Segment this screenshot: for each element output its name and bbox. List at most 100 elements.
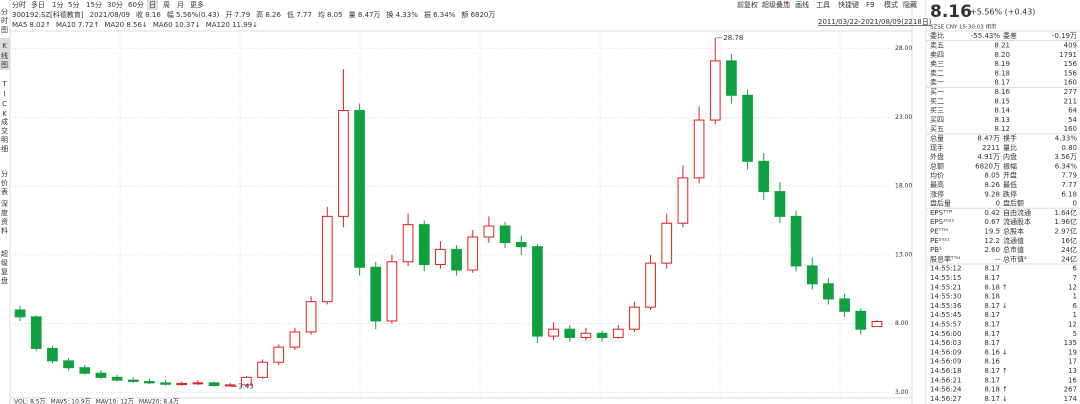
tick-volume: 6 <box>1073 302 1078 310</box>
info-item: 开 7.79 <box>225 11 250 19</box>
stat-value: 1.96亿 <box>1054 217 1077 226</box>
stat-value: 24亿 <box>1061 254 1077 263</box>
toolbar-tool[interactable]: 模式 <box>884 0 898 9</box>
side-tab[interactable]: K线图 <box>1 42 9 70</box>
book-volume: 64 <box>1068 107 1077 115</box>
toolbar-tab[interactable]: 多日 <box>31 0 45 9</box>
stat-value: 12.2 <box>984 237 1000 245</box>
candle-body <box>321 215 333 303</box>
tick-volume: 5 <box>1073 330 1077 338</box>
stat-label: 均价 <box>930 171 944 180</box>
stat-value: 7.77 <box>1061 181 1077 189</box>
side-tab[interactable]: 分时图 <box>1 7 9 35</box>
tick-volume: 6 <box>1073 265 1078 273</box>
candle-body <box>661 222 673 264</box>
tick-time: 14:55:12 <box>930 265 961 273</box>
y-tick-label: 23.00 <box>895 114 912 121</box>
toolbar-tab[interactable]: 日 <box>149 1 156 9</box>
tick-time: 14:56:24 <box>930 386 962 394</box>
tick-volume: 17 <box>1068 358 1077 366</box>
date-range: 2011/03/22-2021/08/09(2218日) <box>818 18 932 26</box>
candle-body <box>386 261 398 322</box>
book-label: 卖四 <box>930 51 944 59</box>
candle-body <box>192 382 204 385</box>
tick-price: 8.18 <box>984 293 1000 301</box>
stat-label: 开盘 <box>1003 171 1017 180</box>
stat-label: 最低 <box>1003 180 1017 189</box>
notify-dot <box>785 1 789 4</box>
toolbar-tool[interactable]: 画线 <box>795 0 809 9</box>
side-tab[interactable]: 超级复盘 <box>1 249 9 286</box>
info-item: 量 8.47万 <box>349 11 381 19</box>
stat-value: 24亿 <box>1061 245 1077 254</box>
candle-body <box>774 191 786 217</box>
book-volume: 54 <box>1068 116 1077 124</box>
toolbar-tab[interactable]: 分时 <box>12 0 26 9</box>
tick-price: 8.17 <box>984 302 1000 310</box>
tick-price: 8.17 <box>984 376 1000 384</box>
tick-price: 8.18 <box>984 386 1000 394</box>
toolbar-tool[interactable]: 快捷键 <box>838 0 859 9</box>
toolbar-tab[interactable]: 60分 <box>128 0 144 9</box>
book-price: 8.19 <box>994 60 1010 68</box>
book-label: 卖二 <box>930 69 944 77</box>
toolbar-tab[interactable]: 更多 <box>190 0 204 9</box>
toolbar-tool[interactable]: 前复权 <box>737 0 758 9</box>
y-tick-label: 8.00 <box>895 320 909 327</box>
tick-time: 14:56:03 <box>930 339 961 347</box>
stat-label: 外盘 <box>930 152 944 161</box>
candle-body <box>499 225 511 244</box>
toolbar-tab[interactable]: 1分 <box>52 0 63 9</box>
stat-label: 振幅 <box>1003 161 1017 170</box>
toolbar-tool[interactable]: 隐藏 <box>903 0 917 9</box>
book-volume: 277 <box>1064 88 1077 96</box>
book-volume: 160 <box>1064 79 1077 87</box>
stat-value: 3.56万 <box>1054 153 1077 161</box>
tick-volume: 7 <box>1073 274 1077 282</box>
toolbar-tab[interactable]: 5分 <box>68 0 79 9</box>
toolbar-tool[interactable]: 超级叠加 <box>762 0 790 9</box>
quote-price: 8.16 <box>930 2 972 22</box>
book-price: 8.13 <box>994 116 1010 124</box>
stat-label: 总股本 <box>1003 227 1024 236</box>
book-volume: 160 <box>1064 125 1077 133</box>
book-price: 8.14 <box>994 107 1010 115</box>
candle-body <box>257 361 268 378</box>
side-tab-active-bg <box>0 38 10 70</box>
toolbar-tab[interactable]: 15分 <box>86 0 102 9</box>
book-label: 买四 <box>930 116 944 124</box>
stat-value: -- <box>995 255 1001 263</box>
toolbar-tab[interactable]: 月 <box>177 1 184 9</box>
stat-label: EPSᵀᵀᴹ <box>930 209 952 217</box>
tick-time: 14:55:30 <box>930 293 961 301</box>
tick-time: 14:55:45 <box>930 311 961 319</box>
side-tab[interactable]: 深度资料 <box>1 199 9 236</box>
volume-item: MAV5: 10.9万 <box>51 399 91 404</box>
candle-body <box>224 384 236 387</box>
toolbar-tab[interactable]: 30分 <box>107 0 123 9</box>
candle-body <box>742 94 753 162</box>
tick-arrow: ↑ <box>1002 386 1008 394</box>
tick-price: 8.16 <box>984 348 1000 356</box>
stat-label: PEᵀᵀᴹ <box>930 228 948 236</box>
candle-body <box>338 109 349 217</box>
stat-value: 0.80 <box>1061 144 1077 152</box>
toolbar-tool[interactable]: 工具 <box>816 1 830 9</box>
side-tab[interactable]: TICK <box>1 80 9 120</box>
toolbar-tool[interactable]: F9 <box>866 1 874 9</box>
y-tick-label: 13.00 <box>895 251 912 258</box>
volume-item: MAV10: 12万 <box>96 399 134 404</box>
side-tab[interactable]: 分价表 <box>1 169 9 197</box>
tick-volume: 267 <box>1064 386 1077 394</box>
stat-value: 7.79 <box>1061 172 1077 180</box>
stat-label: PE²⁰²¹ <box>930 237 950 245</box>
toolbar-tab[interactable]: 周 <box>163 1 170 9</box>
candle-body <box>823 283 834 300</box>
stat-label: 总市值² <box>1003 254 1027 263</box>
stat-value: 8.05 <box>984 172 1000 180</box>
side-tab[interactable]: 成交明细 <box>1 117 9 154</box>
stat-label: 换手 <box>1003 134 1017 143</box>
ma-item: MA60 10.37↓ <box>153 21 201 29</box>
tick-volume: 12 <box>1068 283 1077 291</box>
